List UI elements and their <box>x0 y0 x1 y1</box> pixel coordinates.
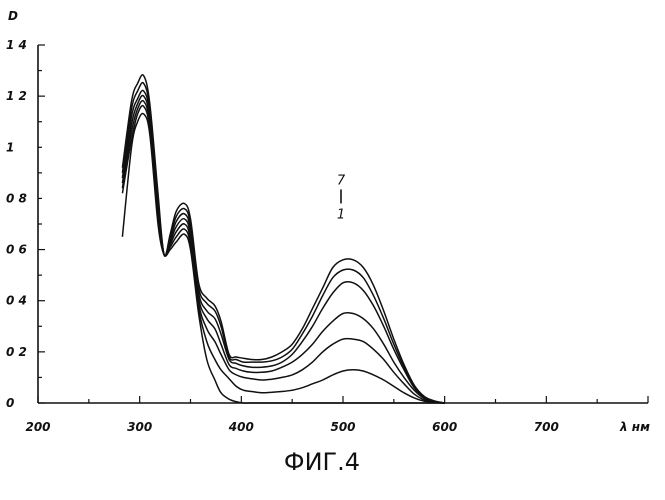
y-tick-label: 1 2 <box>6 89 27 103</box>
x-tick-label: 500 <box>330 420 355 434</box>
y-tick-label: 0 2 <box>6 345 27 359</box>
x-tick-label: 300 <box>127 420 152 434</box>
y-tick-label: 0 <box>6 396 14 410</box>
x-tick-label: 200 <box>25 420 50 434</box>
annotation-bottom-label: 1 <box>337 207 345 222</box>
y-tick-label: 0 8 <box>6 191 27 205</box>
series-group <box>122 75 444 403</box>
y-tick-label: 1 <box>6 140 14 154</box>
y-tick-label: 0 4 <box>6 294 27 308</box>
y-tick-label: 1 4 <box>6 38 27 52</box>
series-curve-2 <box>122 106 444 403</box>
x-axis-title: λ нм <box>619 420 650 434</box>
x-tick-label: 400 <box>228 420 254 434</box>
y-axis-title-text: D <box>8 9 18 23</box>
series-curve-1 <box>122 113 444 403</box>
figure-caption: ФИГ.4 <box>284 448 360 476</box>
x-tick-label: 600 <box>432 420 457 434</box>
y-axis-title: D <box>8 9 18 23</box>
y-tick-label: 0 6 <box>6 243 27 257</box>
x-tick-label: 700 <box>534 420 559 434</box>
annotation-top-label: 7 <box>337 173 346 188</box>
ticks: 0 0 2 0 4 0 6 0 8 1 1 2 1 4 200 300 400 500 600 700 λ … <box>6 38 650 434</box>
axes <box>38 45 648 403</box>
series-curve-3 <box>122 101 444 403</box>
curve-order-annotation: 71 <box>337 173 346 222</box>
